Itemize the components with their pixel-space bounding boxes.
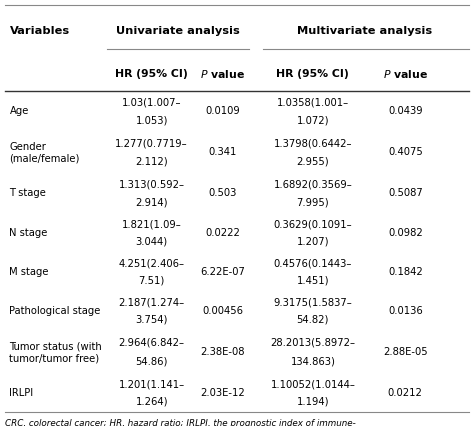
Text: Multivariate analysis: Multivariate analysis bbox=[297, 26, 433, 36]
Text: 0.341: 0.341 bbox=[209, 147, 237, 157]
Text: 0.1842: 0.1842 bbox=[388, 266, 423, 276]
Text: 2.88E-05: 2.88E-05 bbox=[383, 346, 428, 357]
Text: 0.5087: 0.5087 bbox=[388, 188, 423, 198]
Text: 0.4075: 0.4075 bbox=[388, 147, 423, 157]
Text: CRC, colorectal cancer; HR, hazard ratio; IRLPI, the prognostic index of immune-: CRC, colorectal cancer; HR, hazard ratio… bbox=[5, 418, 356, 426]
Text: 1.10052(1.0144–: 1.10052(1.0144– bbox=[270, 379, 356, 389]
Text: 7.51): 7.51) bbox=[138, 275, 165, 285]
Text: IRLPI: IRLPI bbox=[9, 387, 34, 397]
Text: Tumor status (with
tumor/tumor free): Tumor status (with tumor/tumor free) bbox=[9, 341, 102, 362]
Text: 1.207): 1.207) bbox=[297, 236, 329, 246]
Text: 7.995): 7.995) bbox=[297, 197, 329, 207]
Text: 1.264): 1.264) bbox=[136, 396, 168, 406]
Text: 1.313(0.592–: 1.313(0.592– bbox=[118, 179, 185, 189]
Text: 1.821(1.09–: 1.821(1.09– bbox=[122, 219, 182, 228]
Text: 0.0439: 0.0439 bbox=[388, 106, 423, 116]
Text: 1.053): 1.053) bbox=[136, 115, 168, 125]
Text: 0.3629(0.1091–: 0.3629(0.1091– bbox=[273, 219, 352, 228]
Text: 4.251(2.406–: 4.251(2.406– bbox=[118, 258, 185, 268]
Text: M stage: M stage bbox=[9, 266, 49, 276]
Text: 1.3798(0.6442–: 1.3798(0.6442– bbox=[273, 138, 352, 148]
Text: 1.6892(0.3569–: 1.6892(0.3569– bbox=[273, 179, 352, 189]
Text: 28.2013(5.8972–: 28.2013(5.8972– bbox=[270, 337, 356, 347]
Text: 1.277(0.7719–: 1.277(0.7719– bbox=[115, 138, 188, 148]
Text: 0.503: 0.503 bbox=[209, 188, 237, 198]
Text: 9.3175(1.5837–: 9.3175(1.5837– bbox=[273, 297, 352, 307]
Text: 1.0358(1.001–: 1.0358(1.001– bbox=[277, 98, 349, 107]
Text: 1.03(1.007–: 1.03(1.007– bbox=[122, 98, 182, 107]
Text: 2.964(6.842–: 2.964(6.842– bbox=[118, 337, 185, 347]
Text: N stage: N stage bbox=[9, 227, 48, 237]
Text: 54.86): 54.86) bbox=[136, 356, 168, 366]
Text: 2.187(1.274–: 2.187(1.274– bbox=[118, 297, 185, 307]
Text: 0.0212: 0.0212 bbox=[388, 387, 423, 397]
Text: 54.82): 54.82) bbox=[297, 314, 329, 324]
Text: 0.4576(0.1443–: 0.4576(0.1443– bbox=[273, 258, 352, 268]
Text: Univariate analysis: Univariate analysis bbox=[116, 26, 240, 36]
Text: 1.451): 1.451) bbox=[297, 275, 329, 285]
Text: 2.955): 2.955) bbox=[297, 156, 329, 167]
Text: 2.112): 2.112) bbox=[136, 156, 168, 167]
Text: 1.072): 1.072) bbox=[297, 115, 329, 125]
Text: $\mathit{P}$ value: $\mathit{P}$ value bbox=[200, 67, 246, 80]
Text: 3.044): 3.044) bbox=[136, 236, 168, 246]
Text: Age: Age bbox=[9, 106, 29, 116]
Text: 2.38E-08: 2.38E-08 bbox=[201, 346, 245, 357]
Text: 0.0109: 0.0109 bbox=[205, 106, 240, 116]
Text: 3.754): 3.754) bbox=[136, 314, 168, 324]
Text: 6.22E-07: 6.22E-07 bbox=[201, 266, 245, 276]
Text: 0.0136: 0.0136 bbox=[388, 305, 423, 316]
Text: Gender
(male/female): Gender (male/female) bbox=[9, 141, 80, 163]
Text: 134.863): 134.863) bbox=[291, 356, 335, 366]
Text: 0.0982: 0.0982 bbox=[388, 227, 423, 237]
Text: HR (95% CI): HR (95% CI) bbox=[276, 69, 349, 78]
Text: 0.00456: 0.00456 bbox=[202, 305, 243, 316]
Text: Variables: Variables bbox=[9, 26, 70, 36]
Text: 0.0222: 0.0222 bbox=[205, 227, 240, 237]
Text: 2.03E-12: 2.03E-12 bbox=[201, 387, 245, 397]
Text: 2.914): 2.914) bbox=[136, 197, 168, 207]
Text: $\mathit{P}$ value: $\mathit{P}$ value bbox=[383, 67, 428, 80]
Text: Pathological stage: Pathological stage bbox=[9, 305, 101, 316]
Text: HR (95% CI): HR (95% CI) bbox=[115, 69, 188, 78]
Text: T stage: T stage bbox=[9, 188, 46, 198]
Text: 1.194): 1.194) bbox=[297, 396, 329, 406]
Text: 1.201(1.141–: 1.201(1.141– bbox=[118, 379, 185, 389]
